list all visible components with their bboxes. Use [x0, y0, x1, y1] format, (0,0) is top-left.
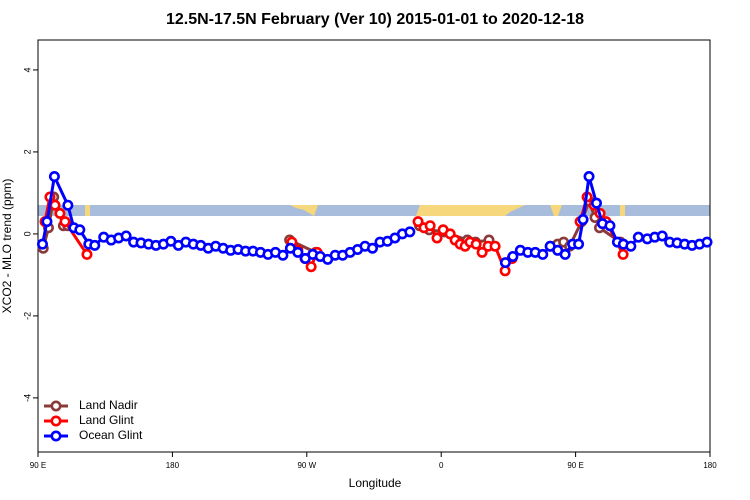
data-point: [120, 230, 132, 242]
y-tick-label: 4: [22, 67, 32, 72]
land-mask: [38, 205, 710, 216]
data-point: [583, 171, 595, 183]
land-patch: [416, 205, 525, 216]
data-point: [48, 171, 60, 183]
data-point: [367, 242, 379, 254]
data-point: [404, 226, 416, 238]
data-point: [499, 257, 511, 269]
data-point: [412, 216, 424, 228]
data-point: [424, 220, 436, 232]
data-point: [89, 239, 101, 251]
data-point: [559, 248, 571, 260]
x-tick-label: 180: [166, 461, 180, 470]
x-tick-label: 90 E: [567, 461, 583, 470]
data-point: [62, 199, 74, 211]
y-axis-label: XCO2 - MLO trend (ppm): [0, 179, 14, 314]
data-point: [49, 199, 61, 211]
data-point: [573, 238, 585, 250]
data-point: [431, 232, 443, 244]
data-point: [476, 246, 488, 258]
data-point: [36, 238, 48, 250]
land-patch: [85, 205, 90, 216]
data-point: [277, 249, 289, 261]
y-tick-label: -2: [22, 312, 32, 320]
y-tick-label: -4: [22, 394, 32, 402]
data-point: [305, 261, 317, 273]
data-point: [625, 240, 637, 252]
data-point: [537, 248, 549, 260]
y-tick-label: 2: [22, 149, 32, 154]
land-patch: [620, 205, 625, 216]
legend-marker: [50, 400, 62, 412]
data-point: [591, 197, 603, 209]
legend-label: Land Nadir: [79, 398, 138, 412]
x-tick-label: 0: [439, 461, 444, 470]
legend-marker: [50, 430, 62, 442]
data-point: [54, 207, 66, 219]
legend-label: Ocean Glint: [79, 428, 143, 442]
legend-label: Land Glint: [79, 413, 134, 427]
data-point: [489, 240, 501, 252]
y-tick-label: 0: [22, 231, 32, 236]
data-point: [604, 220, 616, 232]
ocean-band: [38, 205, 710, 216]
data-point: [656, 230, 668, 242]
land-patch: [550, 205, 562, 216]
x-tick-label: 180: [703, 461, 717, 470]
x-tick-label: 90 E: [30, 461, 46, 470]
data-point: [59, 216, 71, 228]
data-point: [617, 248, 629, 260]
x-axis-label: Longitude: [349, 476, 402, 490]
chart-title: 12.5N-17.5N February (Ver 10) 2015-01-01…: [166, 11, 584, 28]
data-point: [470, 238, 482, 250]
data-point: [507, 250, 519, 262]
legend-marker: [50, 415, 62, 427]
data-point: [74, 224, 86, 236]
data-point: [632, 231, 644, 243]
x-tick-label: 90 W: [297, 461, 316, 470]
land-patch: [290, 205, 318, 216]
data-point: [292, 246, 304, 258]
data-point: [81, 248, 93, 260]
data-point: [577, 214, 589, 226]
data-point: [41, 216, 53, 228]
data-point: [701, 236, 713, 248]
